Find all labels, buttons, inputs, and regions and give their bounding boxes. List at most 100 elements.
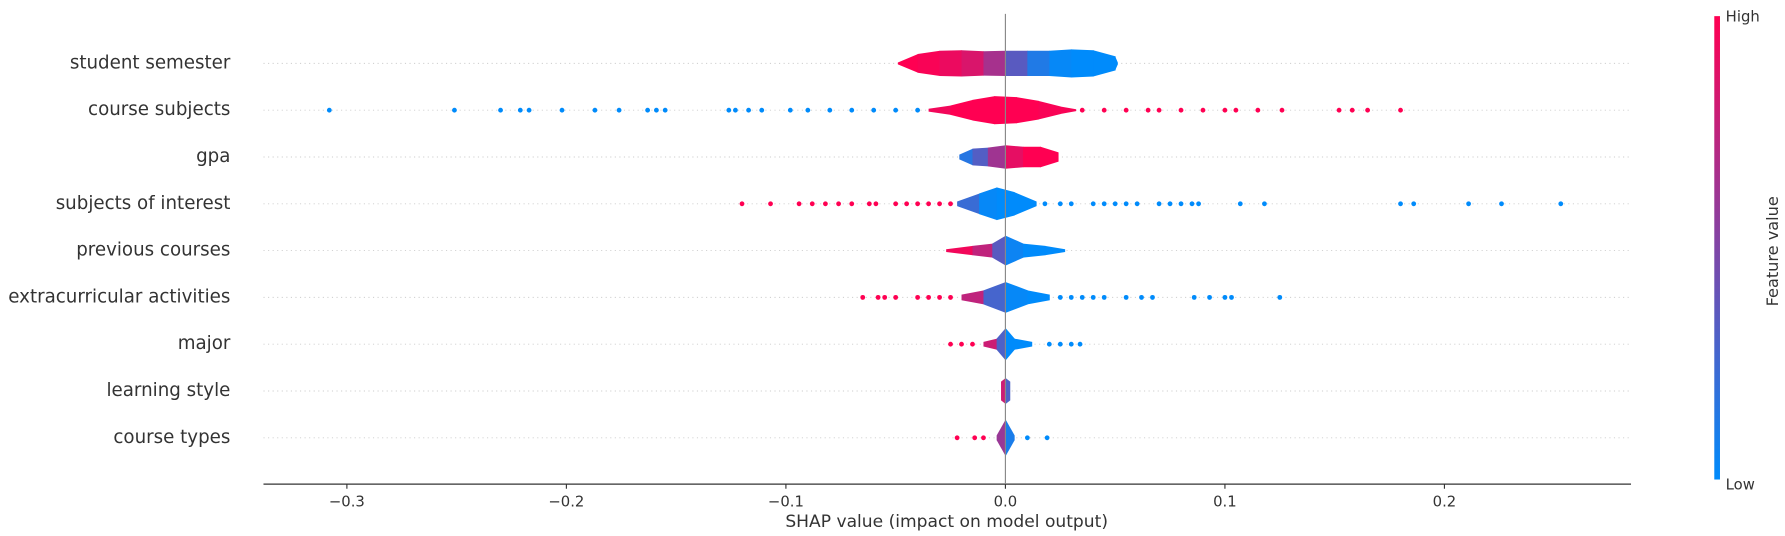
violin-segment: [1005, 377, 1011, 405]
colorbar-high: High: [1726, 7, 1760, 25]
violin-segment: [1005, 235, 1024, 266]
feature-label: extracurricular activities: [8, 286, 230, 307]
dot: [1156, 107, 1162, 113]
dot: [937, 294, 942, 300]
violin-segment: [1022, 243, 1046, 258]
violin-segment: [1022, 146, 1041, 168]
dot: [915, 294, 921, 300]
dot: [1349, 107, 1355, 113]
dot: [915, 201, 921, 207]
dot: [1024, 435, 1030, 441]
violin-segment: [1005, 50, 1028, 77]
dot: [1222, 294, 1228, 300]
dot: [866, 201, 872, 207]
x-tick-label: 0.0: [994, 493, 1018, 511]
dot: [1156, 201, 1162, 207]
violin-segment: [1044, 245, 1066, 256]
x-tick-label: 0.1: [1213, 493, 1237, 511]
dot: [1101, 294, 1107, 300]
dot: [739, 201, 745, 207]
dot: [787, 107, 793, 113]
feature-label: student semester: [70, 52, 231, 73]
colorbar: [1714, 16, 1720, 480]
violin-segment: [957, 193, 980, 215]
dot: [796, 201, 802, 207]
dot: [1101, 201, 1107, 207]
violin-segment: [972, 147, 989, 167]
violin-segment: [1001, 377, 1006, 405]
colorbar-label: Feature value: [1763, 196, 1782, 306]
violin-segment: [1005, 419, 1015, 457]
violin-segment: [1093, 50, 1116, 77]
feature-label: previous courses: [76, 240, 230, 261]
feature-label: course subjects: [88, 99, 230, 120]
dot: [1279, 107, 1285, 113]
violin-segment: [1040, 146, 1059, 168]
dot: [893, 107, 899, 113]
violin-segment: [987, 145, 1006, 169]
dot: [970, 341, 975, 347]
dot: [1277, 294, 1283, 300]
dot: [1123, 201, 1129, 207]
x-tick-label: −0.2: [548, 493, 584, 511]
violin-segment: [897, 54, 919, 73]
violin-segment: [979, 187, 998, 221]
dot: [959, 341, 964, 347]
dot: [1139, 294, 1144, 300]
violin-segment: [961, 290, 984, 305]
dot: [759, 107, 765, 113]
violin-segment: [939, 50, 962, 77]
dot: [948, 294, 953, 300]
dot: [1123, 107, 1129, 113]
dot: [873, 201, 879, 207]
dot: [948, 341, 953, 347]
dot: [746, 107, 751, 113]
feature-label: learning style: [106, 380, 230, 401]
dot: [326, 107, 332, 113]
dot: [498, 107, 503, 113]
dot: [1068, 341, 1074, 347]
dot: [1398, 107, 1403, 113]
dot: [526, 107, 532, 113]
violin-segment: [1014, 192, 1037, 216]
violin-segment: [1016, 97, 1039, 124]
dot: [1057, 201, 1063, 207]
dot: [726, 107, 732, 113]
dot: [1090, 201, 1096, 207]
dot: [937, 201, 942, 207]
violin-segment: [1005, 281, 1028, 313]
violin-segment: [961, 50, 984, 77]
violin-segment: [983, 338, 998, 350]
dot: [926, 201, 931, 207]
dot: [1229, 294, 1234, 300]
dot: [1167, 201, 1173, 207]
x-axis-label: SHAP value (impact on model output): [785, 512, 1108, 532]
dot: [1255, 107, 1261, 113]
dot: [981, 435, 986, 441]
dot: [1079, 107, 1085, 113]
dot: [827, 107, 833, 113]
dot: [1112, 201, 1118, 207]
violin-segment: [992, 235, 1006, 266]
dot: [733, 107, 738, 113]
dot: [893, 201, 899, 207]
violin-segment: [959, 148, 973, 166]
dot: [823, 201, 828, 207]
dot: [1233, 107, 1239, 113]
dot: [1466, 201, 1471, 207]
dot: [1057, 341, 1063, 347]
violin-segment: [972, 96, 995, 125]
violin-segment: [928, 105, 951, 115]
colorbar-low: Low: [1726, 475, 1755, 493]
dot: [1178, 201, 1184, 207]
dot: [517, 107, 523, 113]
dot: [1068, 201, 1074, 207]
dot: [1068, 294, 1074, 300]
violin-segment: [996, 327, 1006, 361]
dot: [1101, 107, 1107, 113]
dot: [768, 201, 773, 207]
dot: [1365, 107, 1371, 113]
dot: [1558, 201, 1564, 207]
